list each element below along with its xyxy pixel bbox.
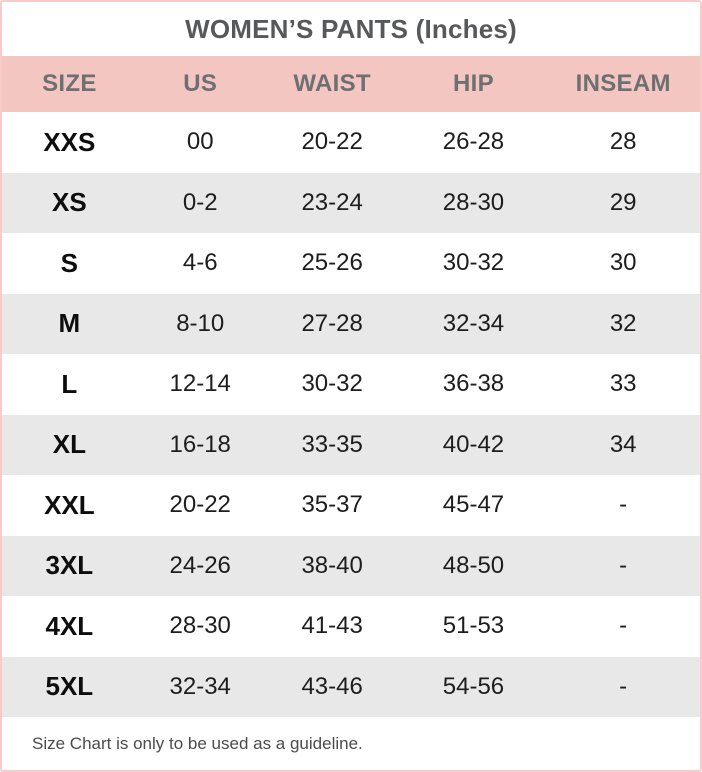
cell-waist: 43-46 xyxy=(301,672,363,700)
header-hip: HIP xyxy=(453,70,494,97)
table-row: 5XL 32-34 43-46 54-56 - xyxy=(2,656,700,717)
cell-us: 32-34 xyxy=(169,672,231,700)
cell-size: XS xyxy=(52,187,87,218)
table-row: L 12-14 30-32 36-38 33 xyxy=(2,354,700,415)
cell-waist: 25-26 xyxy=(301,249,363,277)
chart-title-bar: WOMEN’S PANTS (Inches) xyxy=(2,2,700,56)
cell-us: 16-18 xyxy=(169,430,231,458)
cell-waist: 33-35 xyxy=(301,430,363,458)
cell-us: 00 xyxy=(186,128,214,156)
cell-inseam: 32 xyxy=(609,309,637,337)
cell-inseam: - xyxy=(619,612,628,640)
cell-hip: 51-53 xyxy=(442,612,505,640)
cell-us: 0-2 xyxy=(182,188,218,216)
cell-size: S xyxy=(60,247,79,278)
cell-hip: 40-42 xyxy=(442,430,505,458)
cell-hip: 54-56 xyxy=(442,672,505,700)
cell-hip: 48-50 xyxy=(442,551,505,579)
cell-us: 20-22 xyxy=(169,491,231,519)
header-size: SIZE xyxy=(42,70,97,97)
header-inseam: INSEAM xyxy=(575,70,671,97)
cell-waist: 35-37 xyxy=(301,491,363,519)
table-row: XL 16-18 33-35 40-42 34 xyxy=(2,414,700,475)
cell-inseam: - xyxy=(619,672,628,700)
cell-inseam: 29 xyxy=(609,188,637,216)
guideline-note: Size Chart is only to be used as a guide… xyxy=(32,733,363,753)
table-row: M 8-10 27-28 32-34 32 xyxy=(2,293,700,354)
cell-inseam: 28 xyxy=(609,128,637,156)
table-row: XS 0-2 23-24 28-30 29 xyxy=(2,172,700,233)
cell-hip: 32-34 xyxy=(442,309,505,337)
table-row: XXS 00 20-22 26-28 28 xyxy=(2,112,700,173)
cell-hip: 28-30 xyxy=(442,188,505,216)
cell-us: 8-10 xyxy=(176,309,225,337)
cell-inseam: - xyxy=(619,491,628,519)
cell-waist: 20-22 xyxy=(301,128,363,156)
cell-waist: 23-24 xyxy=(301,188,363,216)
table-row: 3XL 24-26 38-40 48-50 - xyxy=(2,535,700,596)
cell-size: XXS xyxy=(43,126,96,157)
cell-hip: 30-32 xyxy=(442,249,505,277)
cell-size: M xyxy=(58,308,81,339)
cell-waist: 30-32 xyxy=(301,370,363,398)
table-header-row: SIZE US WAIST HIP INSEAM xyxy=(2,56,700,112)
cell-inseam: 33 xyxy=(609,370,637,398)
cell-size: XXL xyxy=(44,489,95,520)
cell-size: 4XL xyxy=(45,610,94,641)
cell-waist: 38-40 xyxy=(301,551,363,579)
table-row: XXL 20-22 35-37 45-47 - xyxy=(2,475,700,536)
cell-us: 4-6 xyxy=(182,249,218,277)
cell-inseam: 30 xyxy=(609,249,637,277)
cell-inseam: - xyxy=(619,551,628,579)
cell-size: 3XL xyxy=(45,550,94,581)
table-row: S 4-6 25-26 30-32 30 xyxy=(2,233,700,294)
chart-title: WOMEN’S PANTS (Inches) xyxy=(185,13,517,44)
footer-bar: Size Chart is only to be used as a guide… xyxy=(2,717,700,770)
cell-waist: 41-43 xyxy=(301,612,363,640)
cell-hip: 36-38 xyxy=(442,370,505,398)
cell-waist: 27-28 xyxy=(301,309,363,337)
cell-us: 24-26 xyxy=(169,551,231,579)
table-row: 4XL 28-30 41-43 51-53 - xyxy=(2,596,700,657)
cell-hip: 45-47 xyxy=(442,491,505,519)
cell-hip: 26-28 xyxy=(442,128,505,156)
header-waist: WAIST xyxy=(293,70,371,97)
cell-size: XL xyxy=(52,429,86,460)
cell-us: 28-30 xyxy=(169,612,231,640)
cell-size: 5XL xyxy=(45,671,94,702)
cell-inseam: 34 xyxy=(609,430,637,458)
cell-us: 12-14 xyxy=(169,370,231,398)
table-body: XXS 00 20-22 26-28 28 XS 0-2 23-24 28-30 29 S 4-6 25… xyxy=(2,112,700,717)
header-us: US xyxy=(183,70,218,97)
cell-size: L xyxy=(61,368,78,399)
